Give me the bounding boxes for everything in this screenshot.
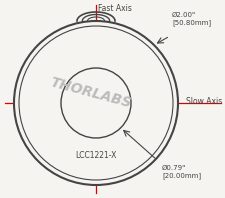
Text: Slow Axis: Slow Axis <box>185 97 221 107</box>
Text: Ø0.79"
[20.00mm]: Ø0.79" [20.00mm] <box>161 165 200 179</box>
Circle shape <box>14 21 177 185</box>
Text: LCC1221-X: LCC1221-X <box>75 150 116 160</box>
Text: Fast Axis: Fast Axis <box>98 4 131 13</box>
Text: THORLABS: THORLABS <box>49 75 133 111</box>
Text: Ø2.00"
[50.80mm]: Ø2.00" [50.80mm] <box>171 12 210 26</box>
